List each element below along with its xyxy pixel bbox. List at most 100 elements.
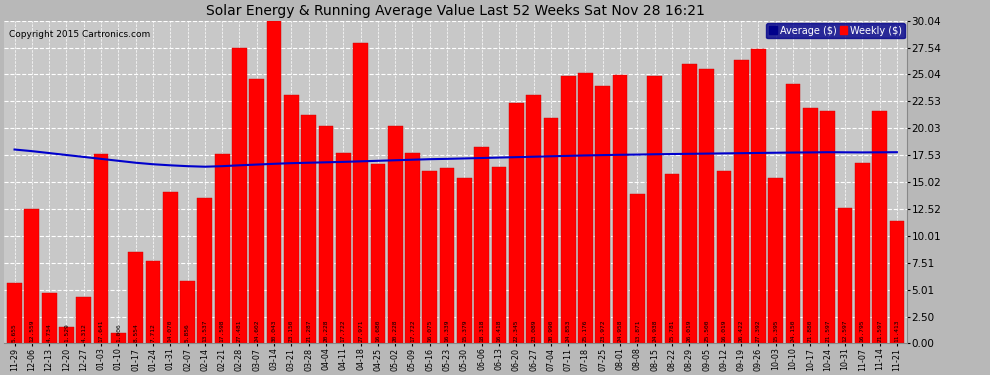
Bar bbox=[25, 209, 40, 344]
Bar bbox=[336, 153, 350, 344]
Bar bbox=[786, 84, 800, 344]
Bar bbox=[197, 198, 212, 344]
Text: 30.043: 30.043 bbox=[271, 319, 276, 342]
Bar bbox=[803, 108, 818, 344]
Bar bbox=[405, 153, 420, 344]
Bar bbox=[388, 126, 403, 344]
Text: 13.871: 13.871 bbox=[635, 319, 640, 342]
Bar bbox=[889, 221, 904, 344]
Bar bbox=[266, 21, 281, 344]
Text: 16.418: 16.418 bbox=[496, 319, 502, 342]
Bar bbox=[249, 79, 264, 344]
Bar bbox=[647, 75, 662, 344]
Bar bbox=[527, 95, 541, 344]
Text: 25.500: 25.500 bbox=[704, 319, 709, 342]
Bar bbox=[682, 64, 697, 344]
Bar bbox=[509, 104, 524, 344]
Bar bbox=[301, 115, 316, 344]
Bar bbox=[370, 164, 385, 344]
Bar bbox=[492, 167, 506, 344]
Bar bbox=[146, 261, 160, 344]
Bar bbox=[751, 49, 766, 344]
Text: 1.529: 1.529 bbox=[64, 323, 69, 342]
Bar bbox=[768, 178, 783, 344]
Bar bbox=[232, 48, 247, 344]
Text: 24.853: 24.853 bbox=[565, 319, 570, 342]
Text: 16.795: 16.795 bbox=[859, 319, 864, 342]
Text: 16.680: 16.680 bbox=[375, 319, 380, 342]
Text: 7.712: 7.712 bbox=[150, 323, 155, 342]
Bar bbox=[717, 171, 732, 344]
Text: 5.655: 5.655 bbox=[12, 323, 17, 342]
Bar bbox=[872, 111, 887, 344]
Text: 15.781: 15.781 bbox=[669, 319, 674, 342]
Text: 25.176: 25.176 bbox=[583, 319, 588, 342]
Text: 15.379: 15.379 bbox=[462, 319, 467, 342]
Bar bbox=[664, 174, 679, 344]
Bar bbox=[457, 178, 471, 344]
Bar bbox=[319, 126, 334, 344]
Text: 27.392: 27.392 bbox=[756, 319, 761, 342]
Text: 26.422: 26.422 bbox=[739, 319, 743, 342]
Text: 24.938: 24.938 bbox=[652, 319, 657, 342]
Text: 24.150: 24.150 bbox=[791, 319, 796, 342]
Text: 23.972: 23.972 bbox=[600, 319, 605, 342]
Text: 8.554: 8.554 bbox=[133, 323, 139, 342]
Text: 5.856: 5.856 bbox=[185, 323, 190, 342]
Text: 17.722: 17.722 bbox=[410, 319, 415, 342]
Bar bbox=[180, 280, 195, 344]
Bar bbox=[284, 95, 299, 344]
Text: 14.070: 14.070 bbox=[167, 319, 172, 342]
Text: 12.559: 12.559 bbox=[30, 319, 35, 342]
Text: 21.287: 21.287 bbox=[306, 319, 311, 342]
Text: 16.075: 16.075 bbox=[428, 319, 433, 342]
Text: 18.318: 18.318 bbox=[479, 319, 484, 342]
Text: 17.641: 17.641 bbox=[99, 319, 104, 342]
Text: 20.228: 20.228 bbox=[324, 319, 329, 342]
Text: 4.312: 4.312 bbox=[81, 323, 86, 342]
Bar bbox=[215, 154, 230, 344]
Legend: Average ($), Weekly ($): Average ($), Weekly ($) bbox=[766, 22, 905, 39]
Bar bbox=[76, 297, 91, 344]
Text: 1.006: 1.006 bbox=[116, 323, 121, 342]
Text: 17.722: 17.722 bbox=[341, 319, 346, 342]
Bar bbox=[423, 171, 438, 344]
Text: 23.150: 23.150 bbox=[289, 319, 294, 342]
Bar bbox=[734, 60, 748, 344]
Bar bbox=[94, 154, 108, 344]
Bar bbox=[560, 76, 575, 344]
Bar bbox=[474, 147, 489, 344]
Text: 11.413: 11.413 bbox=[894, 319, 899, 342]
Bar bbox=[544, 118, 558, 344]
Text: 20.990: 20.990 bbox=[548, 319, 553, 342]
Bar bbox=[59, 327, 74, 344]
Bar bbox=[699, 69, 714, 344]
Text: 21.597: 21.597 bbox=[877, 319, 882, 342]
Text: 21.880: 21.880 bbox=[808, 319, 813, 342]
Text: 21.597: 21.597 bbox=[825, 319, 831, 342]
Bar bbox=[129, 252, 143, 344]
Text: 13.537: 13.537 bbox=[202, 319, 207, 342]
Text: 27.481: 27.481 bbox=[237, 319, 242, 342]
Text: 12.597: 12.597 bbox=[842, 319, 847, 342]
Bar bbox=[440, 168, 454, 344]
Bar bbox=[578, 73, 593, 344]
Title: Solar Energy & Running Average Value Last 52 Weeks Sat Nov 28 16:21: Solar Energy & Running Average Value Las… bbox=[206, 4, 705, 18]
Bar bbox=[613, 75, 628, 344]
Text: 23.089: 23.089 bbox=[531, 319, 536, 342]
Bar bbox=[163, 192, 177, 344]
Text: 16.339: 16.339 bbox=[445, 319, 449, 342]
Bar bbox=[111, 333, 126, 344]
Bar bbox=[838, 208, 852, 344]
Text: Copyright 2015 Cartronics.com: Copyright 2015 Cartronics.com bbox=[9, 30, 149, 39]
Text: 24.958: 24.958 bbox=[618, 319, 623, 342]
Bar bbox=[42, 292, 56, 344]
Text: 15.395: 15.395 bbox=[773, 319, 778, 342]
Text: 16.019: 16.019 bbox=[722, 319, 727, 342]
Text: 20.228: 20.228 bbox=[393, 319, 398, 342]
Bar bbox=[7, 283, 22, 344]
Bar bbox=[630, 194, 644, 344]
Bar bbox=[353, 43, 368, 344]
Text: 4.734: 4.734 bbox=[47, 323, 51, 342]
Bar bbox=[855, 163, 869, 344]
